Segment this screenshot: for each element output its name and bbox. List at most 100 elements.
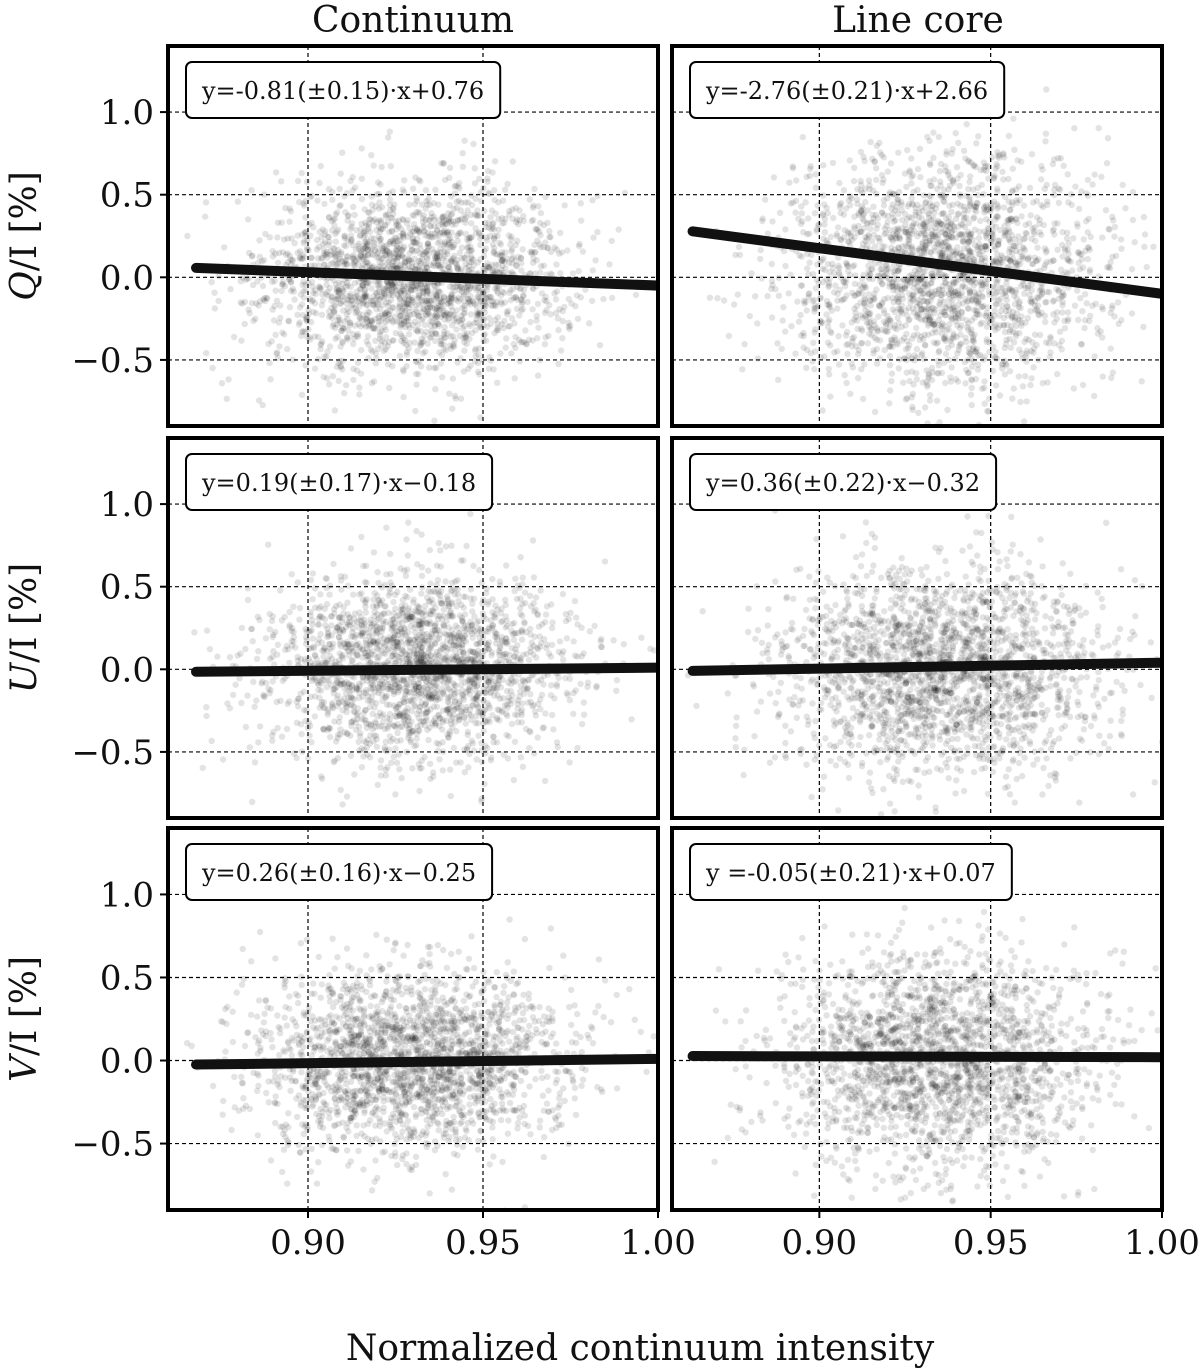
data-point	[368, 193, 375, 200]
data-point	[534, 226, 541, 233]
data-point	[430, 587, 437, 595]
data-point	[817, 320, 824, 327]
data-point	[520, 339, 528, 346]
data-point	[845, 238, 853, 246]
data-point	[370, 263, 377, 270]
data-point	[335, 255, 342, 263]
data-point	[433, 305, 441, 312]
data-point	[443, 220, 451, 228]
data-point	[433, 227, 441, 234]
plot-area	[672, 46, 1162, 426]
data-point	[759, 215, 766, 222]
data-point	[859, 240, 867, 248]
data-point	[835, 333, 842, 340]
data-point	[504, 712, 511, 720]
data-point	[464, 243, 472, 251]
data-point	[371, 301, 378, 308]
data-point	[1032, 237, 1039, 245]
data-point	[905, 228, 912, 235]
data-point	[444, 705, 451, 712]
data-point	[884, 195, 891, 202]
data-point	[256, 253, 263, 260]
data-point	[294, 177, 302, 185]
data-point	[357, 285, 364, 292]
data-point	[487, 320, 494, 327]
data-point	[948, 228, 955, 235]
data-point	[472, 353, 479, 360]
data-point	[866, 185, 873, 193]
data-point	[1041, 312, 1049, 320]
data-point	[473, 695, 480, 702]
data-point	[919, 379, 926, 386]
data-point	[329, 251, 336, 258]
data-point	[345, 212, 352, 219]
data-point	[896, 265, 903, 272]
data-point	[461, 347, 468, 354]
data-point	[414, 285, 421, 292]
data-point	[802, 298, 809, 306]
data-point	[978, 303, 985, 310]
data-point	[363, 279, 370, 286]
data-point	[439, 218, 446, 226]
data-point	[934, 357, 942, 365]
data-point	[854, 186, 861, 193]
data-point	[465, 267, 473, 274]
data-point	[946, 321, 953, 328]
data-point	[1021, 235, 1028, 242]
data-point	[908, 275, 915, 282]
data-point	[364, 292, 371, 300]
data-point	[812, 348, 819, 355]
data-point	[971, 226, 979, 233]
data-point	[239, 300, 246, 307]
data-point	[1005, 236, 1013, 243]
data-point	[398, 654, 405, 662]
data-point	[426, 618, 433, 625]
data-point	[906, 236, 913, 244]
data-point	[348, 237, 355, 244]
data-point	[501, 650, 508, 658]
data-point	[447, 300, 454, 307]
data-point	[841, 227, 848, 234]
data-point	[432, 314, 439, 321]
data-point	[544, 244, 551, 252]
data-point	[851, 225, 858, 232]
data-point	[359, 300, 367, 308]
data-point	[974, 243, 981, 250]
data-point	[425, 297, 432, 304]
data-point	[417, 339, 424, 346]
data-point	[895, 365, 902, 372]
data-point	[440, 307, 447, 314]
data-point	[425, 736, 432, 744]
data-point	[1012, 333, 1020, 340]
data-point	[851, 234, 858, 241]
data-point	[936, 167, 944, 175]
data-point	[409, 212, 416, 219]
data-point	[541, 341, 549, 348]
data-point	[1007, 256, 1014, 264]
data-point	[955, 300, 963, 308]
data-point	[405, 257, 413, 265]
data-point	[392, 329, 400, 337]
data-point	[387, 279, 394, 287]
data-point	[415, 659, 423, 667]
data-point	[956, 341, 964, 348]
data-point	[365, 355, 372, 362]
data-point	[370, 162, 377, 169]
data-point	[467, 362, 474, 369]
data-point	[540, 244, 547, 251]
data-point	[947, 337, 954, 345]
data-point	[428, 313, 435, 320]
data-point	[442, 220, 449, 227]
data-point	[404, 676, 411, 683]
data-point	[380, 347, 388, 354]
data-point	[354, 292, 361, 299]
data-point	[332, 256, 339, 264]
data-point	[482, 223, 489, 231]
data-point	[883, 261, 890, 269]
data-point	[263, 294, 270, 301]
data-point	[883, 222, 890, 230]
data-point	[992, 256, 1000, 263]
data-point	[411, 224, 419, 232]
data-point	[924, 290, 931, 298]
data-point	[384, 134, 392, 141]
